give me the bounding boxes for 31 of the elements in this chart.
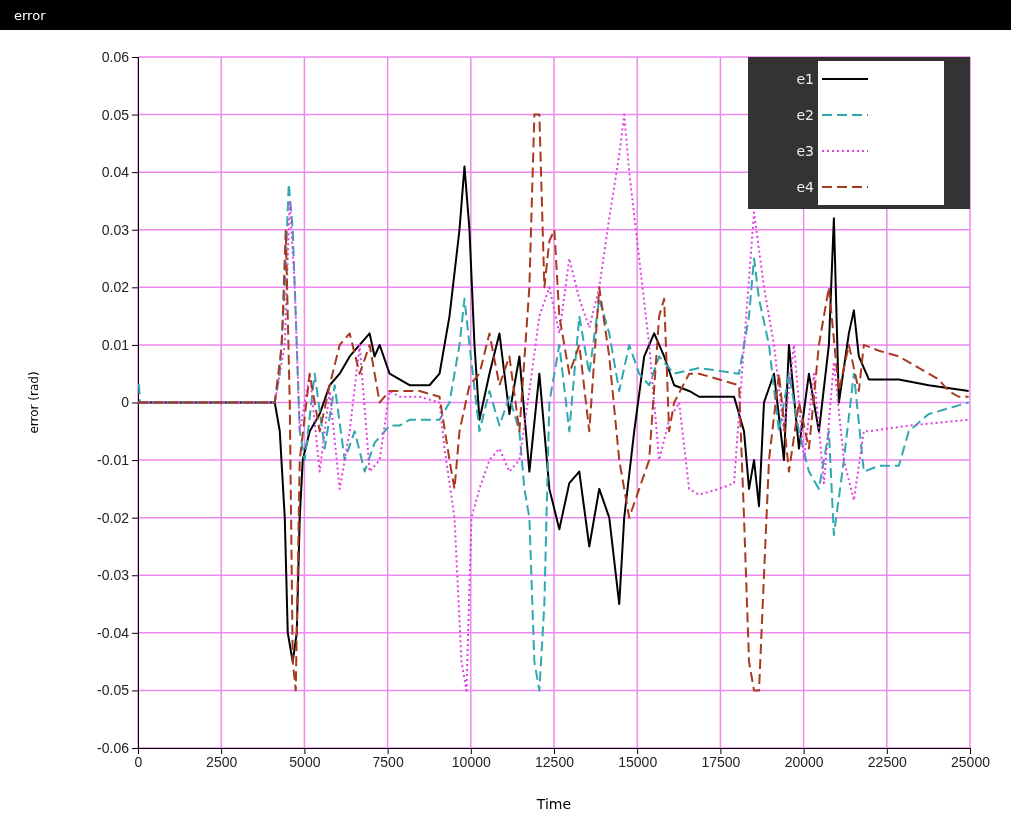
x-tick-label: 15000 (618, 753, 658, 770)
legend-label: e2 (796, 107, 814, 123)
y-tick-label: -0.04 (97, 624, 130, 641)
y-tick-label: -0.05 (97, 682, 130, 699)
x-tick-label: 17500 (701, 753, 741, 770)
y-tick-label: 0.06 (101, 48, 130, 65)
x-tick-label: 10000 (451, 753, 491, 770)
x-tick-label: 2500 (206, 753, 238, 770)
x-axis-title: Time (535, 796, 572, 812)
y-tick-label: 0.04 (101, 164, 130, 181)
legend-label: e3 (796, 143, 814, 159)
x-tick-label: 25000 (951, 753, 991, 770)
legend-label: e4 (796, 179, 815, 195)
y-tick-label: 0 (121, 394, 130, 411)
y-tick-label: -0.02 (97, 509, 130, 526)
y-tick-label: 0.05 (101, 106, 130, 123)
legend-label: e1 (796, 71, 814, 87)
x-tick-label: 5000 (289, 753, 321, 770)
y-tick-label: 0.02 (101, 279, 130, 296)
y-tick-label: 0.03 (101, 221, 130, 238)
y-tick-label: 0.01 (101, 336, 130, 353)
x-tick-label: 20000 (784, 753, 824, 770)
x-tick-label: 7500 (372, 753, 404, 770)
x-tick-label: 22500 (867, 753, 907, 770)
y-tick-label: -0.06 (97, 739, 130, 756)
x-tick-label: 0 (134, 753, 143, 770)
y-tick-label: -0.03 (97, 567, 130, 584)
y-axis-title: error (rad) (27, 371, 41, 434)
x-tick-label: 12500 (535, 753, 575, 770)
y-tick-label: -0.01 (97, 452, 130, 469)
text: error (14, 8, 47, 23)
